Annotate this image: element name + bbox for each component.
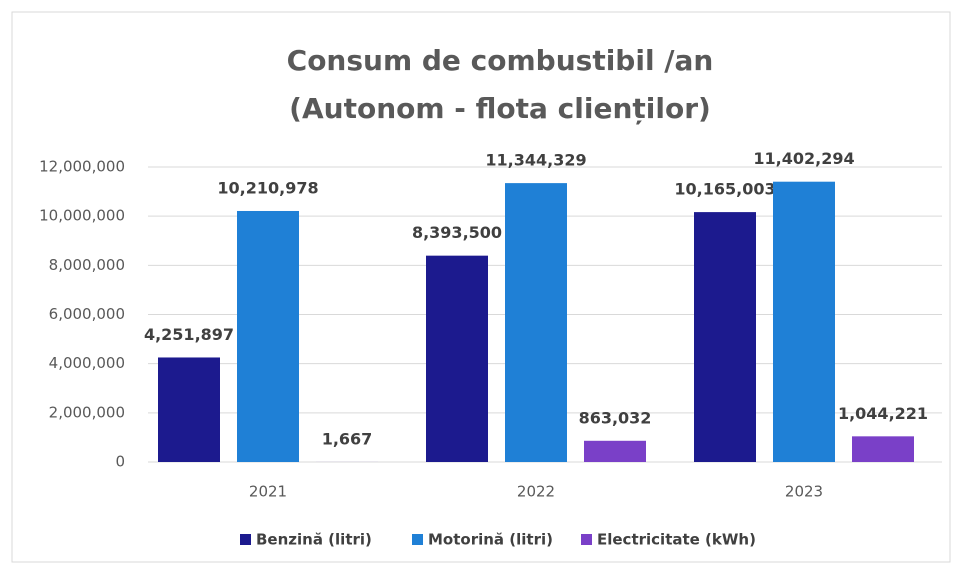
legend-marker xyxy=(581,534,592,545)
value-label: 1,044,221 xyxy=(838,404,928,423)
y-tick-label: 6,000,000 xyxy=(49,305,125,323)
legend-label: Motorină (litri) xyxy=(428,531,553,549)
value-label: 11,344,329 xyxy=(485,151,586,170)
x-tick-label: 2021 xyxy=(249,483,287,501)
bar xyxy=(852,436,914,462)
legend-marker xyxy=(412,534,423,545)
x-tick-label: 2022 xyxy=(517,483,555,501)
chart-subtitle: (Autonom - flota clienților) xyxy=(289,92,711,125)
bar xyxy=(584,440,646,462)
y-tick-label: 8,000,000 xyxy=(49,256,125,274)
legend-label: Electricitate (kWh) xyxy=(597,531,756,549)
bar xyxy=(426,255,488,462)
value-label: 10,165,003 xyxy=(674,180,775,199)
bar xyxy=(158,357,220,462)
value-label: 8,393,500 xyxy=(412,223,502,242)
chart-title: Consum de combustibil /an xyxy=(287,44,714,77)
value-label: 11,402,294 xyxy=(753,149,854,168)
y-tick-label: 0 xyxy=(115,453,125,471)
bar xyxy=(237,210,299,462)
value-label: 1,667 xyxy=(322,429,373,448)
value-label: 10,210,978 xyxy=(217,178,318,197)
bar xyxy=(773,181,835,462)
bar xyxy=(505,183,567,462)
y-tick-label: 4,000,000 xyxy=(49,354,125,372)
legend-label: Benzină (litri) xyxy=(256,531,372,549)
legend-marker xyxy=(240,534,251,545)
value-label: 863,032 xyxy=(579,408,652,427)
y-tick-label: 12,000,000 xyxy=(39,158,125,176)
value-label: 4,251,897 xyxy=(144,325,234,344)
bar xyxy=(694,212,756,462)
y-tick-label: 2,000,000 xyxy=(49,403,125,421)
y-tick-label: 10,000,000 xyxy=(39,207,125,225)
x-tick-label: 2023 xyxy=(785,483,823,501)
